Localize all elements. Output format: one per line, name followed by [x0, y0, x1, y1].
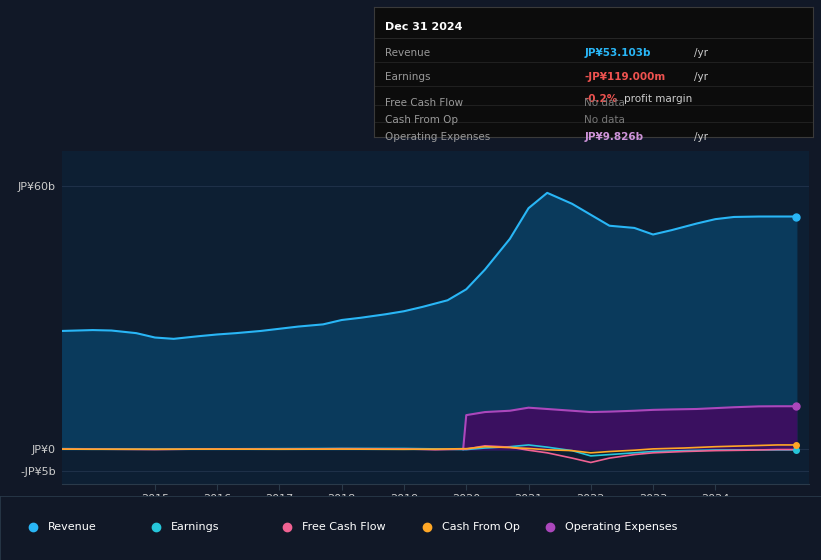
Text: profit margin: profit margin [624, 94, 692, 104]
Text: /yr: /yr [695, 132, 709, 142]
Text: Operating Expenses: Operating Expenses [565, 521, 677, 531]
Text: Cash From Op: Cash From Op [384, 115, 457, 125]
Text: Earnings: Earnings [171, 521, 219, 531]
Text: JP¥9.826b: JP¥9.826b [585, 132, 644, 142]
Text: Free Cash Flow: Free Cash Flow [302, 521, 386, 531]
Text: /yr: /yr [695, 72, 709, 82]
Text: /yr: /yr [695, 49, 709, 58]
Text: Cash From Op: Cash From Op [442, 521, 520, 531]
Text: Operating Expenses: Operating Expenses [384, 132, 490, 142]
Text: -0.2%: -0.2% [585, 94, 617, 104]
Text: Earnings: Earnings [384, 72, 430, 82]
Text: No data: No data [585, 115, 626, 125]
Text: JP¥53.103b: JP¥53.103b [585, 49, 651, 58]
Text: Dec 31 2024: Dec 31 2024 [384, 22, 462, 32]
Text: No data: No data [585, 98, 626, 108]
Text: Revenue: Revenue [384, 49, 429, 58]
Text: Revenue: Revenue [48, 521, 96, 531]
Text: Free Cash Flow: Free Cash Flow [384, 98, 463, 108]
Text: -JP¥119.000m: -JP¥119.000m [585, 72, 666, 82]
